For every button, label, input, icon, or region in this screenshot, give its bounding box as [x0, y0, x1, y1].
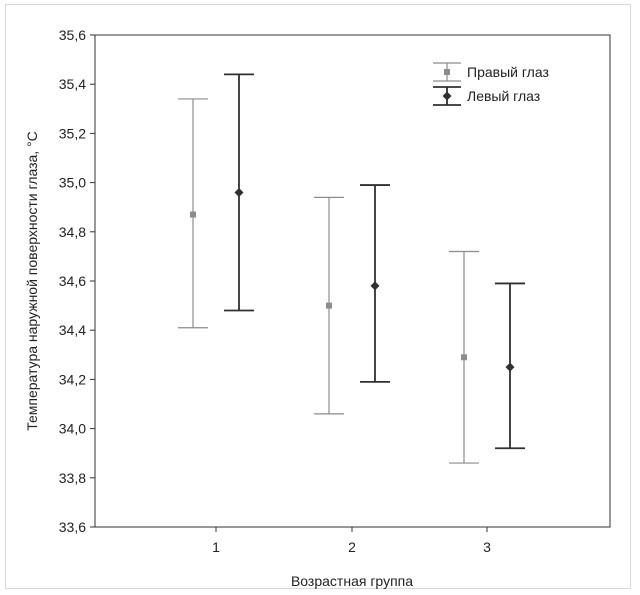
- error-bar-left-eye: [224, 73, 254, 312]
- y-tick-label: 34,6: [59, 273, 86, 289]
- legend-marker-diamond: [442, 91, 452, 101]
- y-tick-label: 33,8: [59, 470, 86, 486]
- y-tick-label: 34,4: [59, 322, 86, 338]
- mean-marker-diamond: [234, 187, 244, 197]
- plot-area: [94, 34, 611, 528]
- error-bar-right-eye: [178, 98, 208, 329]
- legend-marker-square: [444, 69, 450, 75]
- y-tick-label: 35,0: [59, 175, 86, 191]
- mean-marker-square: [461, 354, 467, 361]
- legend-label: Левый глаз: [467, 88, 540, 104]
- y-tick-label: 34,2: [59, 371, 86, 387]
- error-bar-left-eye: [360, 184, 390, 383]
- x-tick-label: 2: [348, 539, 356, 555]
- x-tick-label: 1: [212, 539, 220, 555]
- x-axis: 1 2 3: [212, 527, 491, 555]
- legend-item-left-eye: Левый глаз: [433, 86, 540, 106]
- y-tick-label: 34,8: [59, 224, 86, 240]
- y-axis: 33,6 33,8 34,0 34,2 34,4 34,6 34,8 35,0 35,2 35,4…: [59, 27, 95, 535]
- legend-item-right-eye: Правый глаз: [433, 62, 549, 82]
- y-axis-label: Температура наружной поверхности глаза, …: [24, 131, 40, 431]
- error-bar-left-eye: [495, 282, 525, 450]
- x-tick-label: 3: [483, 539, 491, 555]
- error-bars: [178, 73, 525, 464]
- mean-marker-diamond: [370, 281, 380, 291]
- y-tick-label: 33,6: [59, 519, 86, 535]
- y-tick-label: 34,0: [59, 421, 86, 437]
- mean-marker-square: [326, 302, 332, 309]
- y-tick-label: 35,4: [59, 76, 86, 92]
- error-bar-right-eye: [449, 250, 479, 464]
- mean-marker-diamond: [505, 362, 515, 372]
- legend: Правый глаз Левый глаз: [433, 62, 549, 106]
- error-bar-right-eye: [314, 196, 344, 415]
- legend-label: Правый глаз: [467, 64, 549, 80]
- y-tick-label: 35,2: [59, 125, 86, 141]
- x-axis-label: Возрастная группа: [291, 573, 413, 589]
- y-tick-label: 35,6: [59, 27, 86, 43]
- mean-marker-square: [190, 211, 196, 218]
